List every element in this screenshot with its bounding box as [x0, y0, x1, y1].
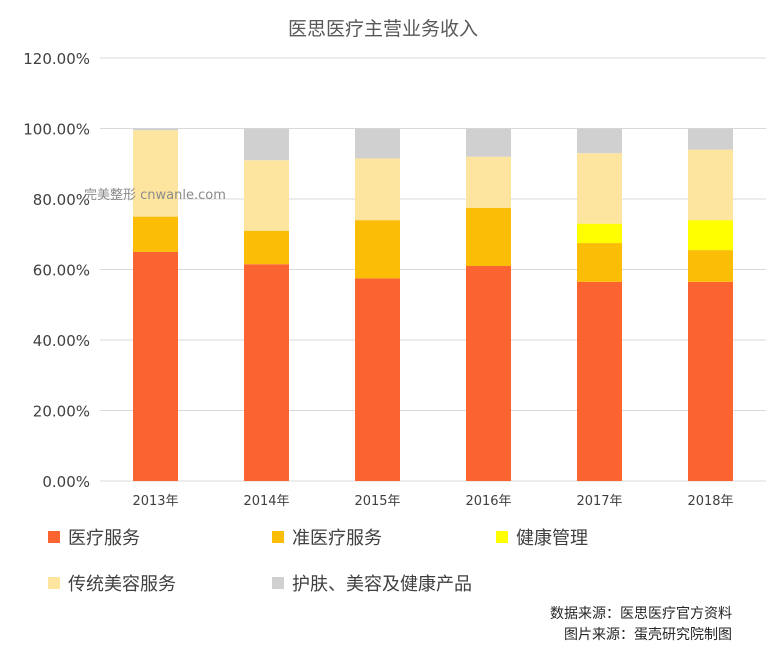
bar-segment	[244, 160, 289, 231]
bar-segment	[688, 128, 733, 150]
legend-item-skincare-products: 护肤、美容及健康产品	[272, 570, 472, 596]
legend-item-medical: 医疗服务	[48, 524, 140, 550]
bar-segment	[688, 220, 733, 251]
y-tick-label: 20.00%	[33, 403, 90, 421]
y-tick-label: 60.00%	[33, 262, 90, 280]
bar-segment	[244, 128, 289, 161]
legend-swatch	[272, 531, 284, 543]
legend-swatch	[272, 577, 284, 589]
bar-segment	[355, 158, 400, 221]
y-tick-label: 0.00%	[42, 473, 90, 491]
bar-segment	[244, 264, 289, 481]
bar-segment	[577, 223, 622, 244]
legend-label: 健康管理	[516, 528, 588, 549]
y-tick-label: 80.00%	[33, 191, 90, 209]
image-source-note: 图片来源：蛋壳研究院制图	[564, 627, 732, 643]
bar-segment	[577, 281, 622, 481]
bar-segment	[466, 128, 511, 157]
legend-label: 准医疗服务	[292, 528, 382, 549]
bar-segment	[133, 251, 178, 481]
bar-segment	[466, 207, 511, 266]
bar-segment	[688, 149, 733, 221]
bar-segment	[355, 278, 400, 481]
x-tick-label: 2013年	[132, 494, 178, 509]
chart-title: 医思医疗主营业务收入	[287, 18, 478, 40]
legend-label: 医疗服务	[68, 528, 140, 549]
bar-segment	[466, 156, 511, 208]
bar-segment	[688, 281, 733, 481]
x-tick-label: 2014年	[243, 494, 289, 509]
bar-segment	[244, 230, 289, 265]
x-tick-label: 2015年	[354, 494, 400, 509]
bar-segment	[355, 220, 400, 279]
bar-segment	[466, 265, 511, 481]
x-tick-label: 2018年	[687, 494, 733, 509]
bar-segment	[133, 128, 178, 131]
legend-item-traditional-beauty: 传统美容服务	[48, 570, 176, 596]
legend-label: 护肤、美容及健康产品	[292, 574, 472, 595]
y-tick-label: 40.00%	[33, 332, 90, 350]
bar-segment	[133, 130, 178, 217]
x-tick-label: 2016年	[465, 494, 511, 509]
legend-swatch	[496, 531, 508, 543]
y-tick-label: 120.00%	[23, 50, 90, 68]
bar-segment	[688, 250, 733, 282]
legend-item-health-management: 健康管理	[496, 524, 588, 550]
bar-segment	[577, 128, 622, 154]
watermark: 完美整形 cnwanle.com	[84, 188, 226, 203]
bar-segment	[577, 153, 622, 224]
bar-segment	[577, 243, 622, 282]
legend-swatch	[48, 577, 60, 589]
x-tick-label: 2017年	[576, 494, 622, 509]
legend-label: 传统美容服务	[68, 574, 176, 595]
legend-item-quasi-medical: 准医疗服务	[272, 524, 382, 550]
bar-segment	[133, 216, 178, 252]
y-tick-label: 100.00%	[23, 121, 90, 139]
bar-segment	[355, 128, 400, 159]
legend-swatch	[48, 531, 60, 543]
data-source-note: 数据来源：医思医疗官方资料	[550, 606, 732, 622]
